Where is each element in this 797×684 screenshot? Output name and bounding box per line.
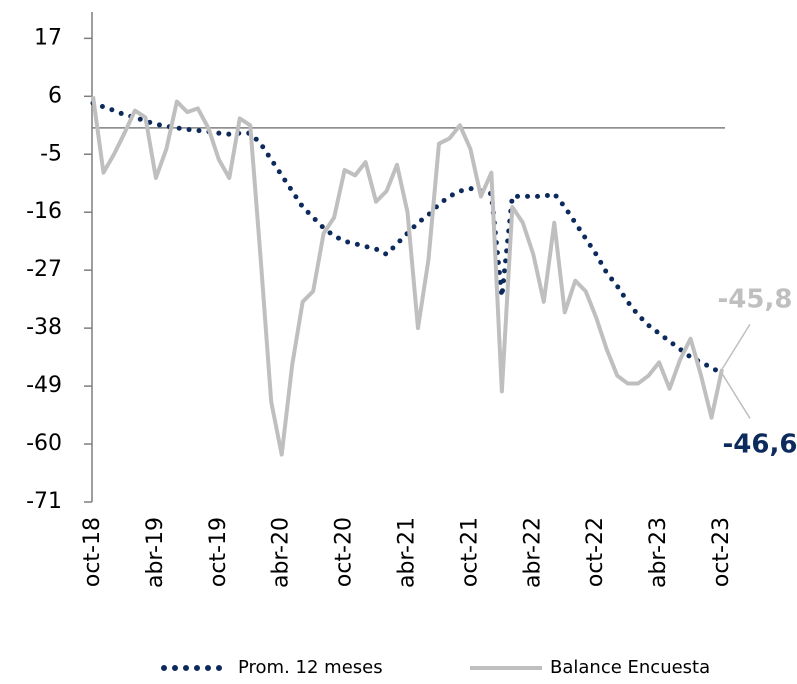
x-tick-label: oct-18 [80, 517, 105, 587]
x-tick-label: oct-23 [709, 517, 734, 587]
y-tick-label: -38 [26, 315, 62, 340]
x-tick-label: oct-22 [583, 517, 608, 587]
x-tick-label: abr-21 [395, 517, 420, 588]
data-label: -45,8 [718, 285, 793, 315]
y-tick-label: -71 [26, 489, 62, 514]
y-tick-label: -5 [40, 141, 62, 166]
y-tick-label: -27 [26, 257, 62, 282]
label-leader [721, 373, 751, 419]
x-tick-label: oct-19 [206, 517, 231, 587]
x-tick-label: abr-19 [143, 517, 168, 588]
y-tick-label: 17 [34, 25, 62, 50]
x-tick-label: oct-21 [457, 517, 482, 587]
x-tick-label: abr-23 [646, 517, 671, 588]
series-line [90, 100, 725, 376]
legend-label: Balance Encuesta [550, 657, 710, 678]
y-tick-label: -60 [26, 431, 62, 456]
y-tick-label: -49 [26, 373, 62, 398]
data-label: -46,6 [723, 430, 797, 460]
x-tick-label: abr-22 [520, 517, 545, 588]
legend-label: Prom. 12 meses [238, 657, 383, 678]
series-line [91, 96, 724, 457]
x-tick-label: abr-20 [269, 517, 294, 588]
y-tick-label: -16 [26, 199, 62, 224]
x-tick-label: oct-20 [332, 517, 357, 587]
y-tick-label: 6 [48, 83, 62, 108]
label-leader [721, 323, 751, 370]
